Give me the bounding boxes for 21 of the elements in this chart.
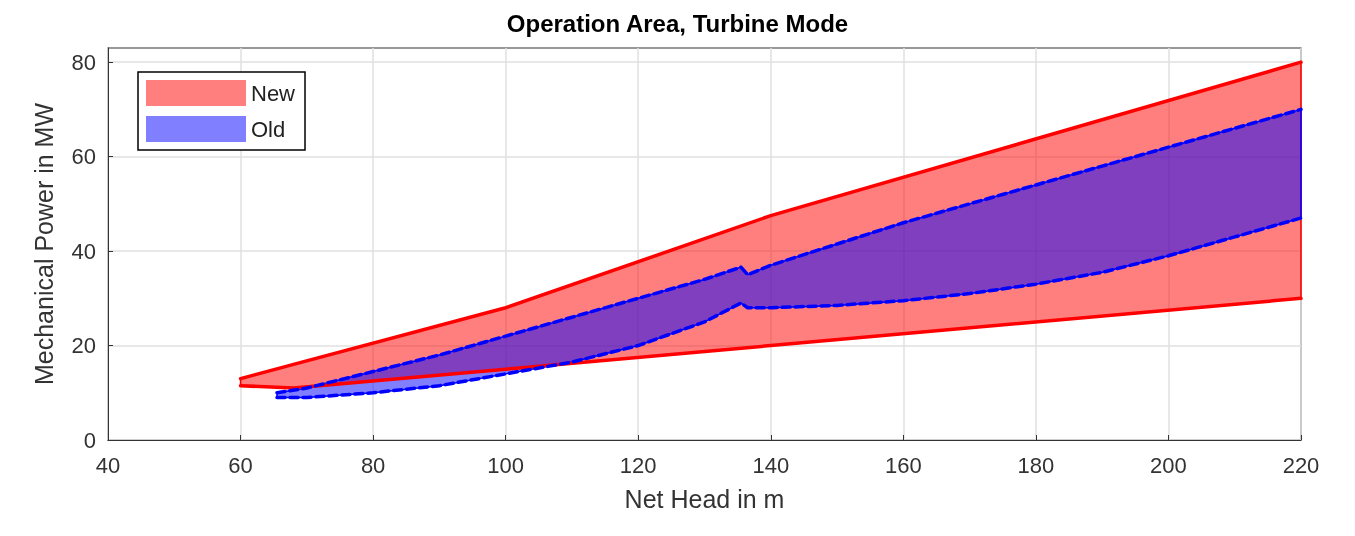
x-tick-label: 200	[1150, 452, 1187, 478]
y-tick-label: 80	[71, 49, 96, 75]
chart-title: Operation Area, Turbine Mode	[506, 9, 849, 37]
x-tick-label: 120	[619, 452, 657, 478]
y-axis-title: Mechanical Power in MW	[29, 102, 58, 386]
line-series	[238, 296, 1303, 390]
x-tick-label: 80	[360, 452, 386, 478]
x-tick-label: 60	[228, 452, 253, 478]
x-tick-label: 220	[1282, 452, 1320, 478]
x-tick-label: 140	[752, 452, 790, 478]
y-tick-label: 0	[83, 427, 96, 453]
x-tick-label: 40	[95, 452, 121, 478]
x-tick-label: 180	[1017, 452, 1055, 478]
x-axis-title: Net Head in m	[624, 484, 785, 513]
legend-label: Old	[251, 116, 286, 142]
x-tick-label: 160	[884, 452, 922, 478]
y-tick-label: 20	[71, 333, 96, 359]
legend-label: New	[251, 80, 296, 106]
x-tick-label: 100	[487, 452, 525, 478]
y-tick-label: 40	[71, 238, 96, 264]
y-tick-label: 60	[71, 144, 96, 170]
